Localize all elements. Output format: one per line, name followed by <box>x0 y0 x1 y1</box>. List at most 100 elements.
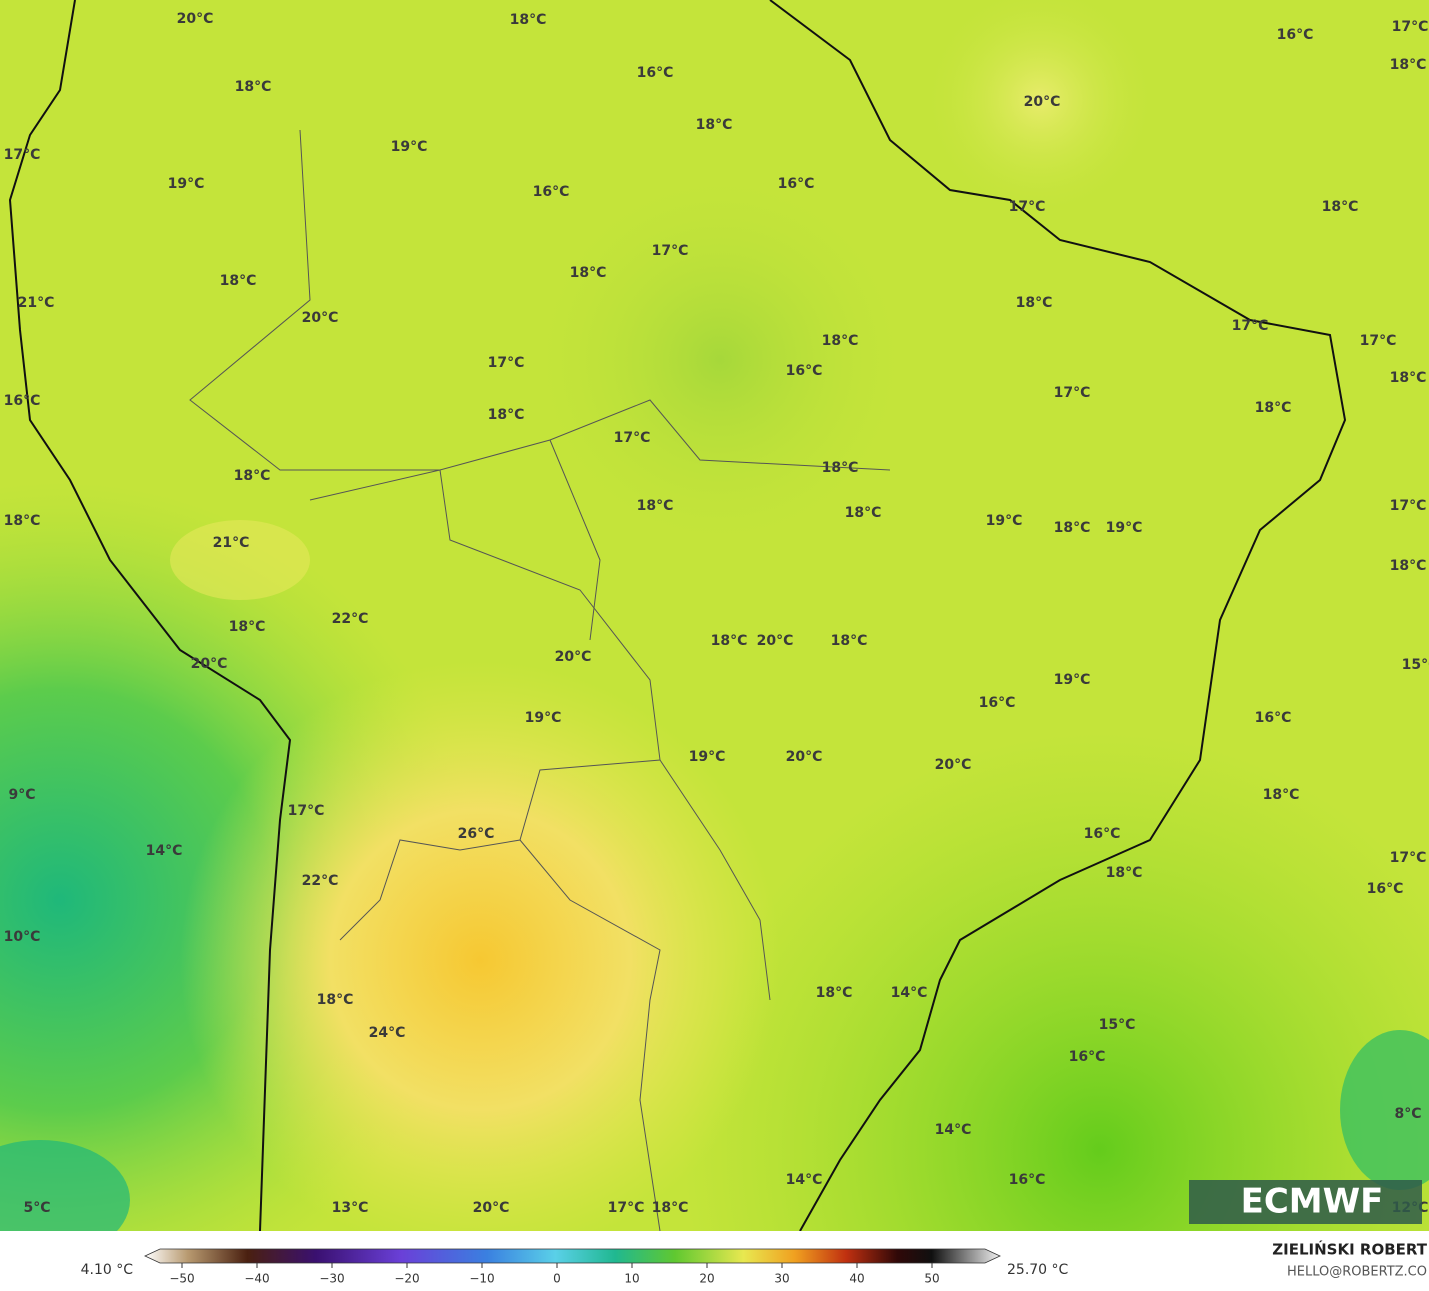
temperature-label: 17°C <box>1009 199 1046 215</box>
temperature-label: 19°C <box>1054 672 1091 688</box>
colorbar-tick-label: 10 <box>624 1272 639 1286</box>
temperature-label: 17°C <box>1390 850 1427 866</box>
logo-text: ECMWF <box>1241 1182 1384 1222</box>
temperature-label: 19°C <box>689 749 726 765</box>
temperature-label: 20°C <box>1024 94 1061 110</box>
temperature-label: 14°C <box>786 1172 823 1188</box>
temperature-label: 16°C <box>778 176 815 192</box>
temperature-label: 18°C <box>1322 199 1359 215</box>
temperature-label: 18°C <box>711 633 748 649</box>
contact: HELLO@ROBERTZ.CO <box>1287 1265 1427 1280</box>
temperature-label: 20°C <box>555 649 592 665</box>
borders <box>189 129 891 1232</box>
temperature-label: 16°C <box>1255 710 1292 726</box>
colorbar-ticks: −50 −40 −30 −20 −10 0 10 20 30 40 50 <box>169 1263 940 1286</box>
temperature-label: 17°C <box>652 243 689 259</box>
temperature-label: 18°C <box>637 498 674 514</box>
temperature-label: 20°C <box>177 11 214 27</box>
temperature-label: 19°C <box>525 710 562 726</box>
temperature-label: 10°C <box>4 929 41 945</box>
temperature-label: 20°C <box>191 656 228 672</box>
temperature-label: 17°C <box>1232 318 1269 334</box>
temperature-label: 18°C <box>1390 57 1427 73</box>
temperature-label: 18°C <box>488 407 525 423</box>
temperature-label: 18°C <box>816 985 853 1001</box>
min-label: 4.10 °C <box>81 1262 134 1278</box>
temperature-label: 16°C <box>533 184 570 200</box>
colorbar-tick-label: −50 <box>169 1272 194 1286</box>
temperature-label: 8°C <box>1394 1106 1421 1122</box>
temperature-label: 18°C <box>1106 865 1143 881</box>
temperature-label: 13°C <box>332 1200 369 1216</box>
temperature-label: 17°C <box>1360 333 1397 349</box>
temperature-label: 19°C <box>1106 520 1143 536</box>
temperature-label: 17°C <box>1390 498 1427 514</box>
temperature-label: 22°C <box>302 873 339 889</box>
temperature-label: 18°C <box>4 513 41 529</box>
temperature-label: 18°C <box>220 273 257 289</box>
temperature-label: 21°C <box>213 535 250 551</box>
temperature-label: 18°C <box>845 505 882 521</box>
temperature-label: 17°C <box>614 430 651 446</box>
temperature-label: 16°C <box>1277 27 1314 43</box>
temperature-label: 9°C <box>8 787 35 803</box>
temperature-label: 19°C <box>168 176 205 192</box>
colorbar-tick-label: −20 <box>394 1272 419 1286</box>
temperature-label: 18°C <box>1255 400 1292 416</box>
temperature-label: 5°C <box>23 1200 50 1216</box>
temperature-label: 16°C <box>1084 826 1121 842</box>
temperature-label: 19°C <box>391 139 428 155</box>
temperature-label: 18°C <box>234 468 271 484</box>
temperature-label: 20°C <box>757 633 794 649</box>
author: ZIELIŃSKI ROBERT <box>1272 1240 1427 1259</box>
colorbar-tick-label: 50 <box>924 1272 939 1286</box>
temperature-label: 20°C <box>473 1200 510 1216</box>
temperature-label: 18°C <box>831 633 868 649</box>
temperature-label: 18°C <box>652 1200 689 1216</box>
temperature-label: 16°C <box>637 65 674 81</box>
colorbar-tick-label: −10 <box>469 1272 494 1286</box>
temperature-label: 18°C <box>822 460 859 476</box>
temperature-label: 18°C <box>510 12 547 28</box>
temperature-label: 15°C <box>1099 1017 1136 1033</box>
temperature-label: 18°C <box>1390 558 1427 574</box>
temperature-label: 16°C <box>1009 1172 1046 1188</box>
temperature-labels: 20°C 18°C 16°C 17°C 18°C 16°C 20°C 18°C 18°C 19°C… <box>4 11 1429 1216</box>
temperature-label: 26°C <box>458 826 495 842</box>
temperature-label: 17°C <box>4 147 41 163</box>
temperature-label: 18°C <box>822 333 859 349</box>
footer: 4.10 °C 25.70 °C ZIELIŃSKI ROBERT HELLO@… <box>0 1231 1429 1287</box>
temperature-label: 16°C <box>786 363 823 379</box>
colorbar-tick-label: −40 <box>244 1272 269 1286</box>
temperature-label: 18°C <box>1263 787 1300 803</box>
temperature-label: 18°C <box>1054 520 1091 536</box>
temperature-label: 21°C <box>18 295 55 311</box>
colorbar-tick-label: 40 <box>849 1272 864 1286</box>
temperature-label: 17°C <box>608 1200 645 1216</box>
temperature-label: 24°C <box>369 1025 406 1041</box>
logo: ECMWF <box>1189 1180 1422 1224</box>
temperature-label: 17°C <box>1054 385 1091 401</box>
temperature-label: 14°C <box>935 1122 972 1138</box>
temperature-label: 17°C <box>288 803 325 819</box>
temperature-label: 16°C <box>4 393 41 409</box>
temperature-label: 17°C <box>1392 19 1429 35</box>
temperature-label: 18°C <box>1390 370 1427 386</box>
temperature-label: 16°C <box>979 695 1016 711</box>
colorbar-tick-label: −30 <box>319 1272 344 1286</box>
temperature-label: 19°C <box>986 513 1023 529</box>
temperature-label: 20°C <box>302 310 339 326</box>
temperature-label: 15°C <box>1402 657 1429 673</box>
colorbar <box>144 1248 1001 1264</box>
temperature-label: 18°C <box>235 79 272 95</box>
coastline <box>8 0 1347 1232</box>
colorbar-tick-label: 30 <box>774 1272 789 1286</box>
colorbar-tick-label: 0 <box>553 1272 561 1286</box>
map-field <box>0 0 1429 1260</box>
colorbar-tick-label: 20 <box>699 1272 714 1286</box>
temperature-label: 14°C <box>891 985 928 1001</box>
temperature-label: 18°C <box>1016 295 1053 311</box>
temperature-label: 20°C <box>786 749 823 765</box>
temperature-label: 22°C <box>332 611 369 627</box>
